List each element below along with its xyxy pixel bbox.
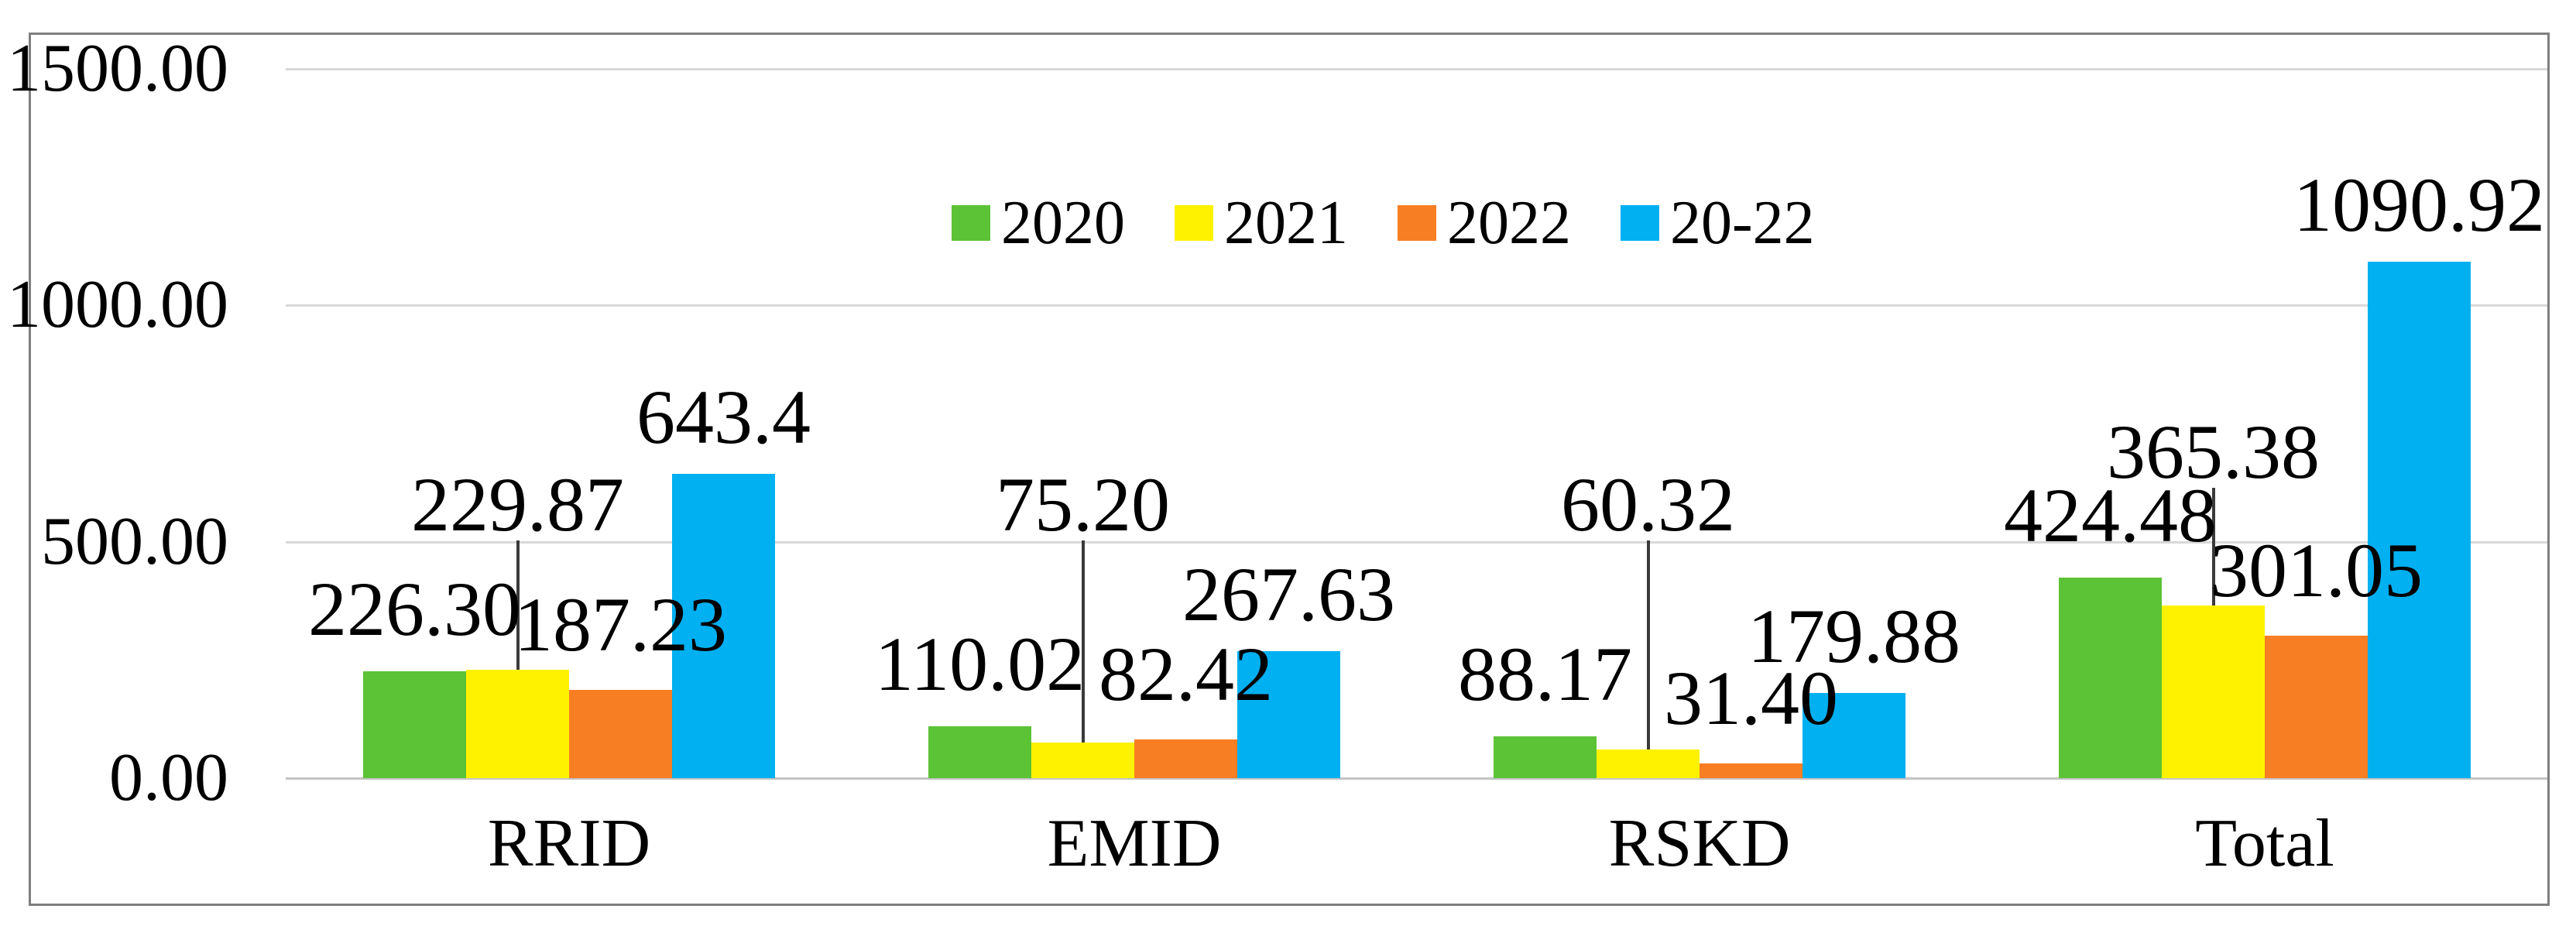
- y-tick-label-0: 0.00: [109, 740, 228, 815]
- bar-20-22-RSKD: [1803, 693, 1905, 778]
- y-tick-label-500: 500.00: [41, 504, 228, 579]
- gridline-1000: [286, 304, 2547, 307]
- data-label-2022-RSKD: 31.40: [1664, 655, 1838, 741]
- bar-2020-Total: [2059, 578, 2162, 778]
- x-axis-line: [286, 777, 2547, 780]
- data-label-20-22-RSKD: 179.88: [1748, 593, 1960, 679]
- gridline-1500: [286, 68, 2547, 70]
- legend-swatch-2020: [952, 205, 990, 241]
- data-label-2021-EMID: 75.20: [996, 461, 1170, 547]
- legend-item-20-22: 20-22: [1621, 190, 1815, 256]
- y-tick-label-1500: 1500.00: [7, 31, 228, 106]
- data-label-2020-Total: 424.48: [2004, 472, 2217, 558]
- data-label-2022-Total: 301.05: [2210, 527, 2423, 613]
- legend: 2020 2021 2022 20-22: [952, 190, 1815, 256]
- data-label-20-22-RRID: 643.4: [636, 374, 811, 460]
- bar-2020-RSKD: [1494, 736, 1597, 778]
- bar-2022-EMID: [1134, 739, 1237, 778]
- data-label-2021-RRID: 229.87: [411, 461, 624, 547]
- data-label-20-22-EMID: 267.63: [1182, 551, 1395, 637]
- data-label-2020-RRID: 226.30: [308, 566, 521, 652]
- legend-swatch-2022: [1398, 205, 1436, 241]
- category-label-RSKD: RSKD: [1608, 806, 1791, 881]
- gridline-500: [286, 541, 2547, 544]
- bar-2021-RRID: [466, 670, 569, 778]
- leader-line-RRID: [516, 540, 520, 670]
- bar-2021-Total: [2162, 605, 2265, 778]
- category-label-EMID: EMID: [1047, 806, 1222, 881]
- y-tick-label-1000: 1000.00: [7, 267, 228, 342]
- legend-item-2020: 2020: [952, 190, 1125, 256]
- legend-label-2020: 2020: [1001, 189, 1125, 257]
- leader-line-Total: [2211, 488, 2215, 605]
- category-label-Total: Total: [2195, 806, 2334, 881]
- bar-2020-EMID: [928, 726, 1031, 778]
- bar-2020-RRID: [363, 671, 466, 778]
- data-label-20-22-Total: 1090.92: [2293, 162, 2545, 248]
- legend-item-2021: 2021: [1175, 190, 1348, 256]
- category-label-RRID: RRID: [487, 806, 651, 881]
- leader-line-RSKD: [1646, 540, 1650, 749]
- bar-20-22-RRID: [672, 474, 775, 778]
- data-label-2021-Total: 365.38: [2107, 409, 2320, 495]
- bar-2021-RSKD: [1597, 749, 1700, 778]
- legend-label-20-22: 20-22: [1670, 189, 1815, 257]
- legend-label-2022: 2022: [1447, 189, 1571, 257]
- bar-2022-Total: [2265, 636, 2368, 778]
- legend-item-2022: 2022: [1398, 190, 1571, 256]
- data-label-2022-EMID: 82.42: [1099, 631, 1273, 717]
- data-label-2020-EMID: 110.02: [874, 621, 1086, 707]
- bar-2021-EMID: [1031, 743, 1134, 778]
- bar-20-22-Total: [2368, 262, 2471, 778]
- bar-2022-RSKD: [1700, 763, 1803, 778]
- bar-2022-RRID: [569, 690, 672, 778]
- data-label-2020-RSKD: 88.17: [1458, 631, 1632, 717]
- data-label-2022-RRID: 187.23: [514, 581, 727, 667]
- legend-label-2021: 2021: [1224, 189, 1348, 257]
- data-label-2021-RSKD: 60.32: [1561, 461, 1735, 547]
- bar-20-22-EMID: [1237, 651, 1340, 778]
- leader-line-EMID: [1081, 540, 1085, 743]
- legend-swatch-2021: [1175, 205, 1213, 241]
- legend-swatch-20-22: [1621, 205, 1659, 241]
